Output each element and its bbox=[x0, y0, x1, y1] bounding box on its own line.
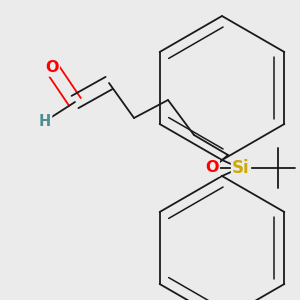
Text: Si: Si bbox=[232, 159, 250, 177]
Text: O: O bbox=[45, 61, 59, 76]
Text: O: O bbox=[205, 160, 219, 175]
Text: H: H bbox=[39, 115, 51, 130]
